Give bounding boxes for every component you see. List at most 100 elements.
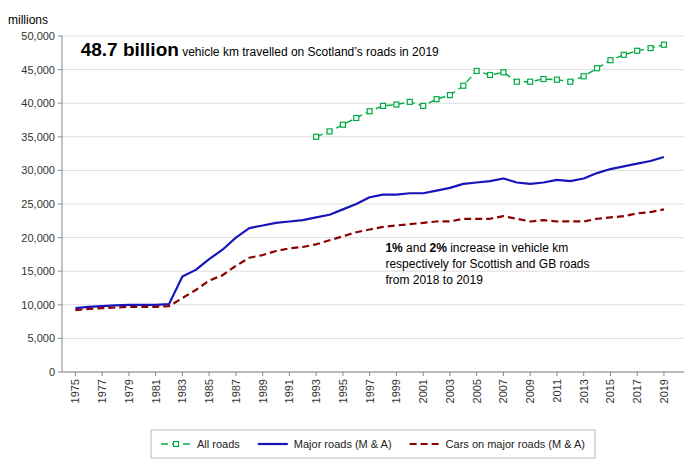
tick [530, 372, 531, 376]
tick-label: 2005 [471, 379, 483, 403]
tick [503, 372, 504, 376]
subtitle-part: respectively for Scottish and GB roads [385, 257, 589, 271]
axis-label: millions [8, 13, 48, 27]
tick [235, 372, 236, 376]
marker [635, 48, 640, 53]
legend-swatch [258, 443, 288, 445]
subtitle-line: respectively for Scottish and GB roads [385, 257, 589, 271]
marker [501, 70, 506, 75]
tick [58, 271, 62, 272]
legend-marker [174, 442, 179, 447]
tick-label: 50,000 [21, 30, 55, 42]
grid-line [62, 372, 684, 373]
grid-line [62, 237, 684, 238]
marker [621, 52, 626, 57]
tick [58, 237, 62, 238]
marker [581, 74, 586, 79]
tick [128, 372, 129, 376]
subtitle-part: 1% [385, 241, 403, 255]
marker [381, 103, 386, 108]
plot-area [75, 42, 666, 310]
tick-label: 45,000 [21, 64, 55, 76]
tick-label: 1977 [96, 379, 108, 403]
tick [637, 372, 638, 376]
tick-label: 2003 [444, 379, 456, 403]
tick [583, 372, 584, 376]
tick-label: 1995 [337, 379, 349, 403]
tick-label: 1999 [390, 379, 402, 403]
tick [58, 338, 62, 339]
tick-label: 10,000 [21, 299, 55, 311]
tick [75, 372, 76, 376]
tick-label: 25,000 [21, 198, 55, 210]
annotation-part: vehicle km travelled on Scotland’s roads… [179, 45, 439, 59]
tick-label: 1985 [203, 379, 215, 403]
legend-label: Cars on major roads (M & A) [446, 438, 585, 450]
grid-line [62, 36, 684, 37]
subtitle-part: from 2018 to 2019 [385, 273, 483, 287]
tick [289, 372, 290, 376]
tick [58, 204, 62, 205]
tick-label: 1993 [310, 379, 322, 403]
tick [396, 372, 397, 376]
tick-label: 0 [49, 366, 55, 378]
subtitle-part: and [403, 241, 430, 255]
tick [423, 372, 424, 376]
tick [476, 372, 477, 376]
tick-label: 2013 [578, 379, 590, 403]
marker [327, 129, 332, 134]
tick [58, 170, 62, 171]
tick-label: 40,000 [21, 97, 55, 109]
marker [608, 58, 613, 63]
marker [314, 134, 319, 139]
marker [554, 77, 559, 82]
marker [488, 72, 493, 77]
subtitle-part: 2% [429, 241, 447, 255]
marker [595, 66, 600, 71]
series-line [75, 209, 664, 310]
marker [340, 122, 345, 127]
tick [102, 372, 103, 376]
tick [182, 372, 183, 376]
legend-label: Major roads (M & A) [294, 438, 392, 450]
tick-label: 1987 [230, 379, 242, 403]
tick-label: 1983 [176, 379, 188, 403]
marker [661, 42, 666, 47]
marker [528, 79, 533, 84]
tick [610, 372, 611, 376]
tick-label: 2019 [658, 379, 670, 403]
tick-label: 15,000 [21, 265, 55, 277]
tick-label: 2017 [631, 379, 643, 403]
tick-label: 30,000 [21, 164, 55, 176]
tick-label: 2001 [417, 379, 429, 403]
tick-label: 35,000 [21, 131, 55, 143]
marker [648, 46, 653, 51]
annotation: 48.7 billion vehicle km travelled on Sco… [81, 39, 439, 60]
tick-label: 2007 [497, 379, 509, 403]
legend-label: All roads [197, 438, 240, 450]
marker [474, 68, 479, 73]
chart: 05,00010,00015,00020,00025,00030,00035,0… [0, 0, 698, 468]
tick [449, 372, 450, 376]
marker [514, 79, 519, 84]
tick-label: 1997 [364, 379, 376, 403]
tick [58, 372, 62, 373]
marker [421, 103, 426, 108]
marker [407, 99, 412, 104]
tick [369, 372, 370, 376]
marker [434, 97, 439, 102]
x-axis [62, 372, 684, 373]
tick [342, 372, 343, 376]
marker [461, 83, 466, 88]
tick-label: 1979 [123, 379, 135, 403]
tick [58, 103, 62, 104]
series-line [75, 157, 664, 308]
grid-line [62, 204, 684, 205]
tick-label: 1989 [257, 379, 269, 403]
subtitle-part: increase in vehicle km [447, 241, 568, 255]
axes: 05,00010,00015,00020,00025,00030,00035,0… [21, 30, 684, 403]
tick-label: 1975 [69, 379, 81, 403]
marker [568, 79, 573, 84]
marker [367, 109, 372, 114]
marker [394, 102, 399, 107]
